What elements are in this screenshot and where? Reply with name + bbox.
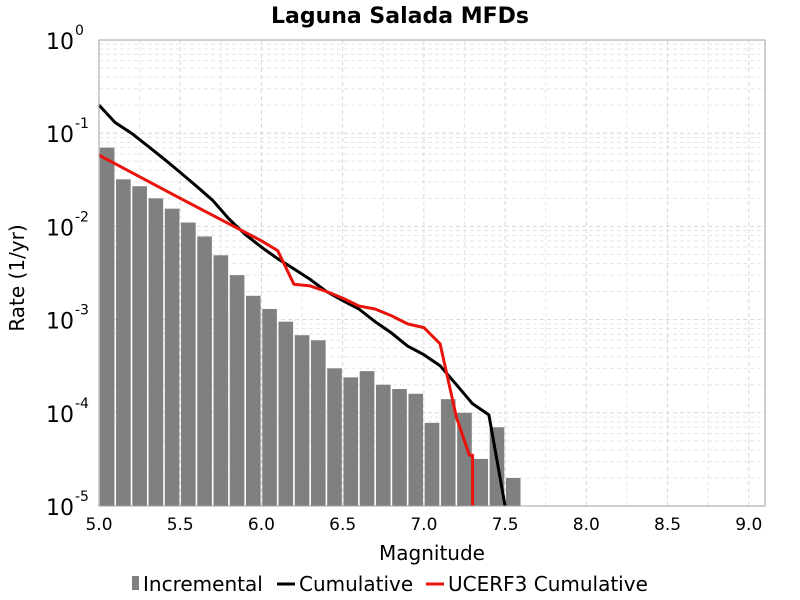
y-tick-exponent: -3	[75, 303, 89, 319]
incremental-bar	[343, 377, 359, 506]
legend-swatch-incremental	[132, 576, 139, 590]
y-tick-label: 10	[46, 310, 74, 335]
y-tick-exponent: -5	[75, 489, 89, 505]
y-tick-exponent: 0	[75, 23, 84, 39]
legend-label: UCERF3 Cumulative	[448, 572, 648, 596]
incremental-bar	[440, 399, 456, 506]
incremental-bar	[116, 179, 131, 507]
cumulative-line	[97, 104, 507, 507]
y-tick-label: 10	[46, 123, 74, 148]
incremental-bar	[424, 422, 440, 506]
incremental-bar	[505, 477, 521, 506]
y-tick-exponent: -2	[75, 209, 89, 225]
incremental-bar	[99, 147, 115, 507]
incremental-bar	[473, 458, 489, 506]
incremental-bar	[229, 275, 245, 506]
incremental-bar	[132, 186, 147, 506]
incremental-bar	[278, 321, 294, 506]
plot-frame	[98, 39, 766, 507]
incremental-bar	[213, 255, 229, 506]
incremental-bar	[327, 368, 342, 506]
legend-label: Cumulative	[299, 572, 413, 596]
ucerf3-cumulative-line	[98, 153, 475, 506]
x-tick-label: 5.0	[85, 515, 112, 535]
incremental-bar	[359, 371, 375, 506]
incremental-bar	[181, 222, 196, 506]
incremental-bar	[392, 389, 407, 506]
x-tick-label: 6.5	[329, 515, 356, 535]
x-tick-label: 6.0	[248, 515, 275, 535]
x-tick-label: 8.0	[573, 515, 600, 535]
incremental-bar	[262, 308, 277, 506]
plot-border	[98, 39, 766, 507]
y-tick-label: 10	[46, 216, 74, 241]
y-axis-label: Rate (1/yr)	[5, 224, 29, 331]
legend-label: Incremental	[143, 572, 263, 596]
legend: Incremental Cumulative UCERF3 Cumulative	[132, 572, 648, 596]
x-tick-label: 9.0	[735, 515, 762, 535]
incremental-bar	[408, 393, 424, 506]
incremental-bar	[246, 295, 261, 506]
x-tick-label: 7.0	[410, 515, 437, 535]
incremental-bar	[310, 340, 326, 506]
incremental-bar	[457, 412, 472, 506]
x-axis-label: Magnitude	[379, 541, 485, 565]
y-tick-exponent: -4	[75, 396, 89, 412]
y-tick-label: 10	[46, 30, 74, 55]
y-tick-label: 10	[46, 403, 74, 428]
cumulative-lines	[97, 104, 507, 507]
chart-title: Laguna Salada MFDs	[271, 4, 529, 29]
y-tick-exponent: -1	[75, 116, 89, 132]
x-tick-label: 5.5	[167, 515, 194, 535]
x-tick-label: 8.5	[654, 515, 681, 535]
incremental-bar	[294, 335, 310, 506]
x-tick-label: 7.5	[492, 515, 519, 535]
incremental-bar	[164, 208, 180, 507]
incremental-bars	[99, 147, 521, 507]
y-tick-label: 10	[46, 496, 74, 521]
x-tick-labels: 5.0 5.5 6.0 6.5 7.0 7.5 8.0 8.5 9.0	[85, 515, 762, 535]
incremental-bar	[375, 384, 391, 506]
incremental-bar	[197, 236, 212, 506]
incremental-bar	[148, 198, 164, 507]
